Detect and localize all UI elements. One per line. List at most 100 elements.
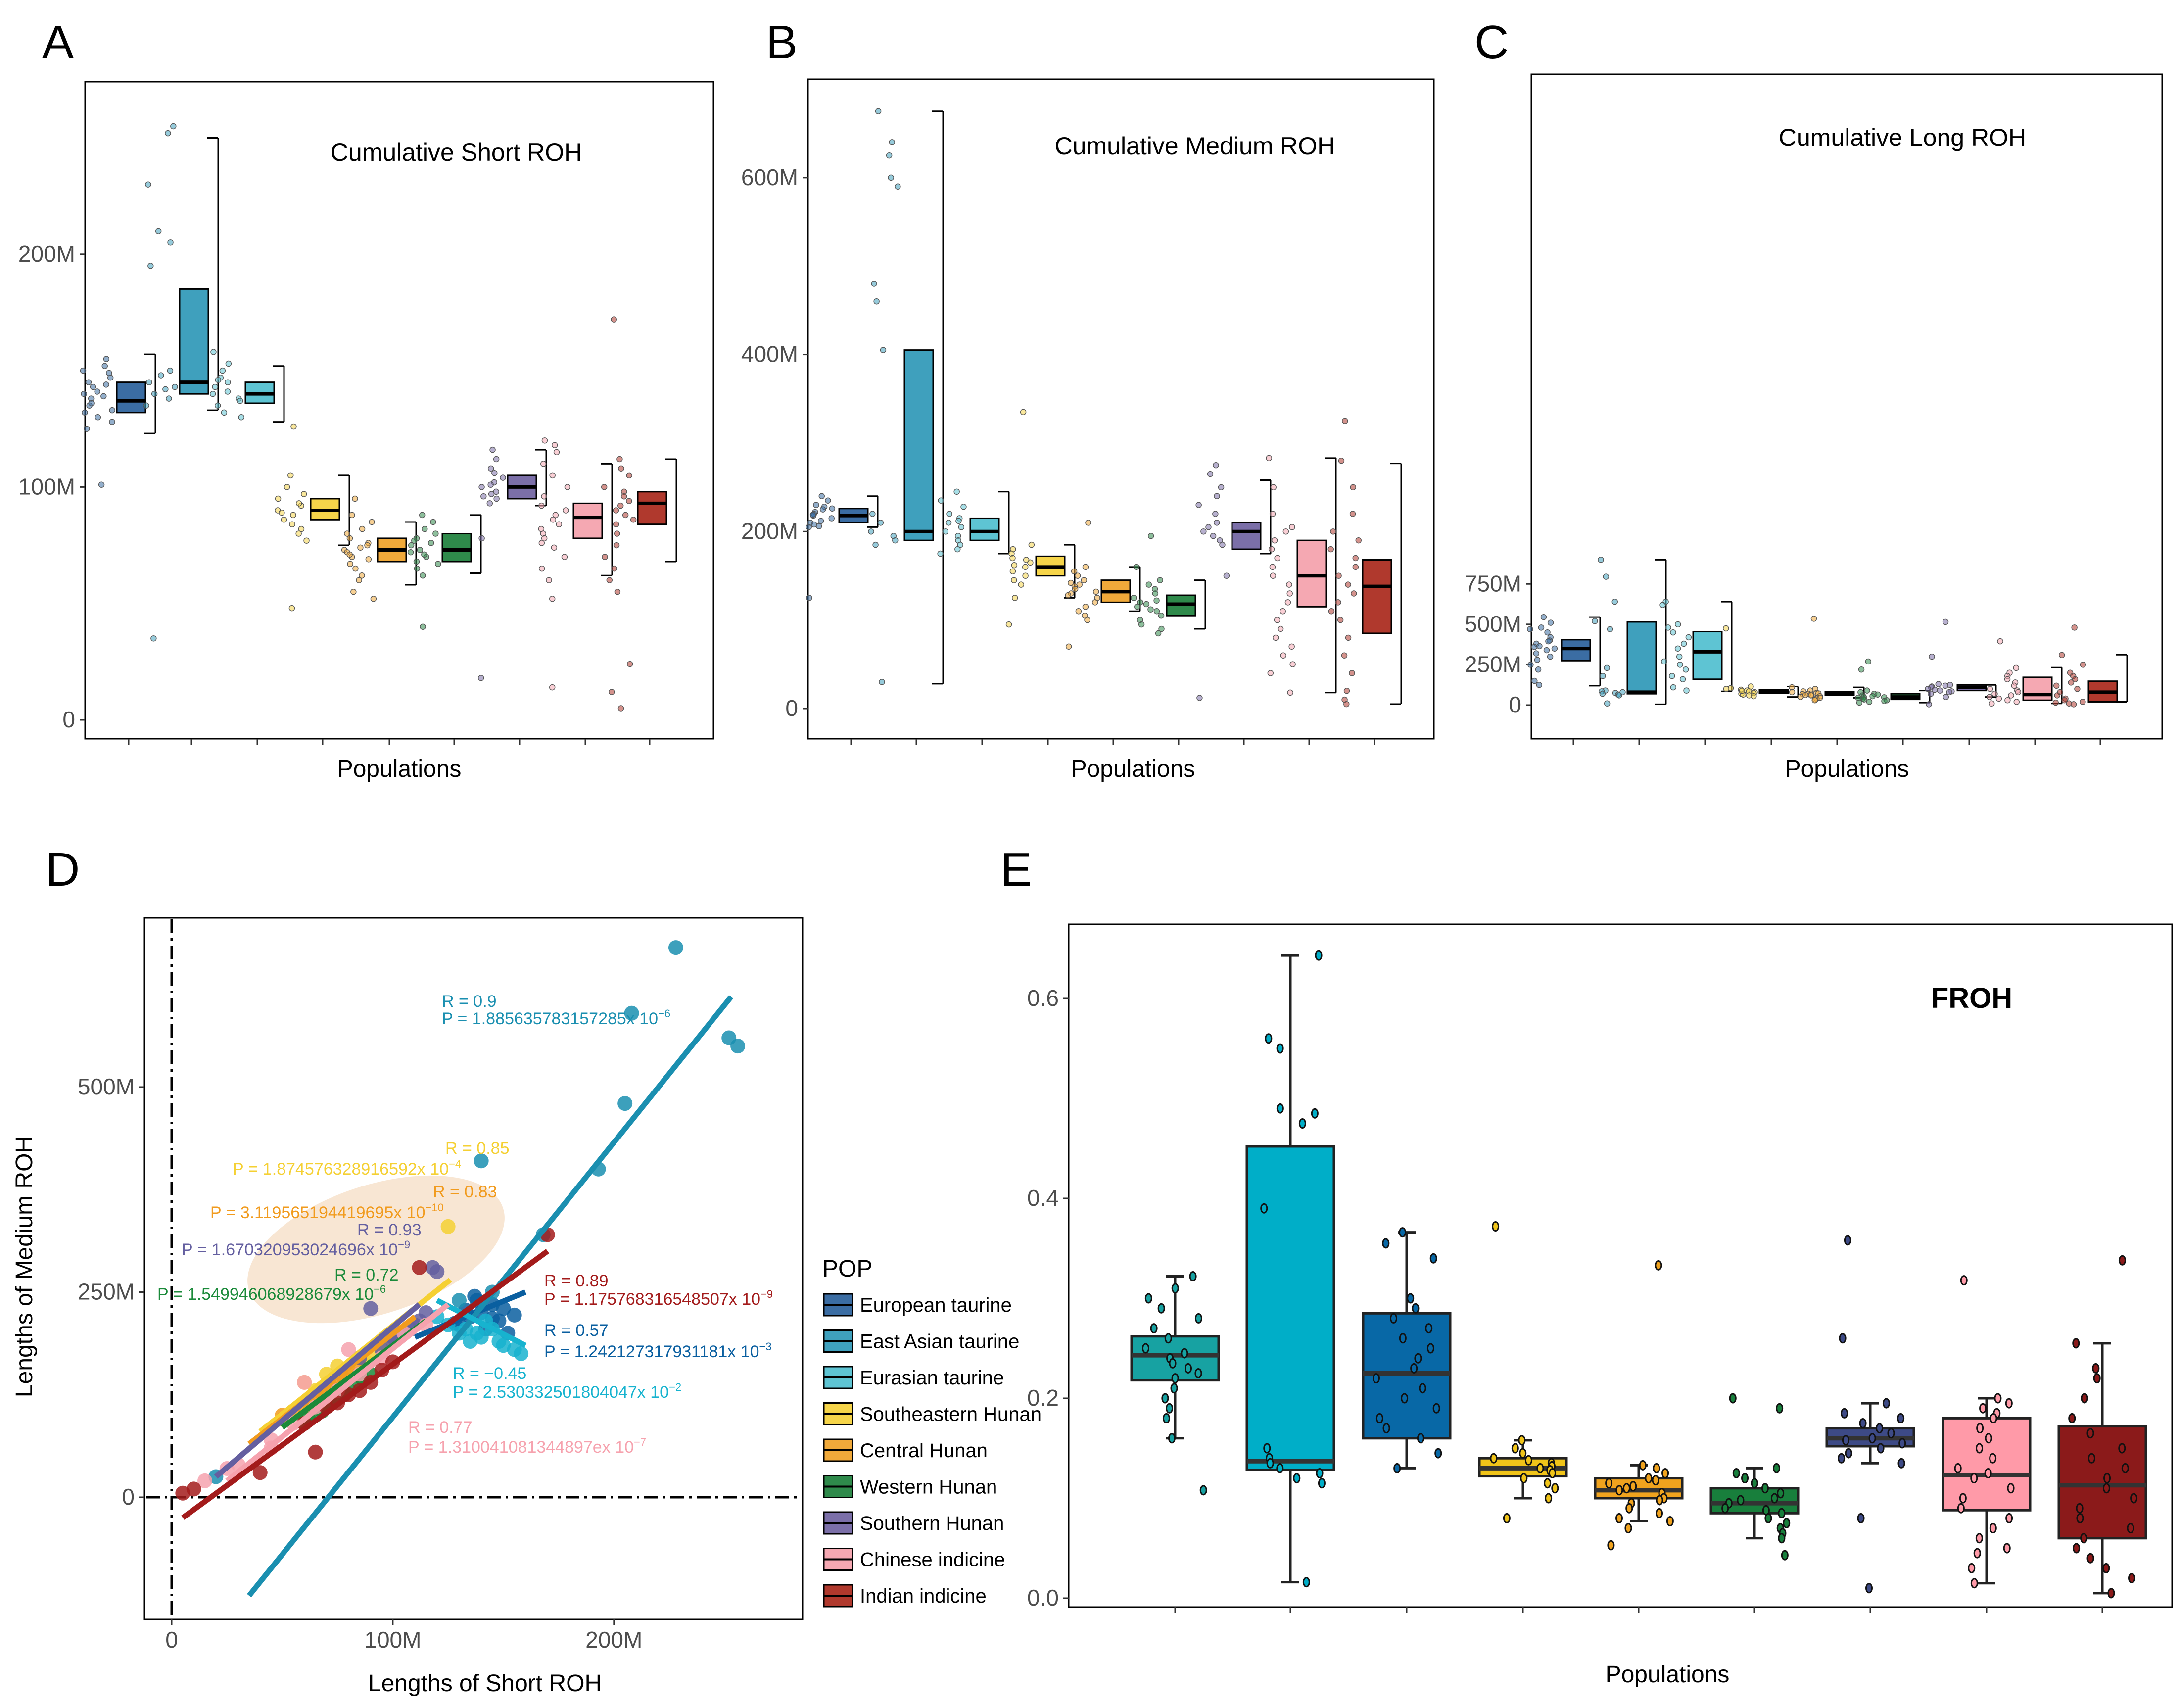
data-point [1194, 1313, 1202, 1324]
data-point [1599, 690, 1606, 697]
data-point [2068, 679, 2075, 686]
panel-label-b: B [766, 16, 798, 69]
data-point [1270, 572, 1277, 579]
data-point [552, 442, 558, 448]
data-point [493, 488, 499, 495]
y-tick-label: 250M [78, 1279, 135, 1305]
data-point [1267, 670, 1274, 676]
data-point [1419, 1383, 1426, 1394]
data-point [1205, 524, 1212, 530]
scatter-point [507, 1307, 522, 1323]
data-point [90, 383, 96, 390]
data-point [1158, 612, 1165, 619]
data-point [1022, 572, 1029, 579]
data-point [162, 386, 169, 392]
data-point [1171, 1373, 1179, 1384]
p-value-label: P = 1.885635783157285x 10−6 [442, 1007, 670, 1028]
data-point [1856, 699, 1863, 706]
data-point [1527, 662, 1534, 668]
data-point [955, 518, 962, 524]
data-point [1659, 602, 1666, 608]
data-point [413, 558, 420, 565]
data-point [614, 530, 620, 537]
data-point [2080, 662, 2086, 668]
p-value-exponent: −3 [759, 1340, 772, 1353]
legend-label: Southern Hunan [860, 1513, 1004, 1534]
data-point [1518, 1435, 1526, 1446]
y-tick-label: 0.6 [1027, 985, 1059, 1011]
data-point [1065, 592, 1071, 599]
data-point [2076, 1503, 2084, 1514]
panel-c-xlabel: Populations [1785, 756, 1909, 782]
data-point [1548, 1468, 1556, 1478]
data-point [2074, 686, 2081, 692]
scatter-point [363, 1301, 379, 1316]
data-point [1789, 689, 1796, 696]
scatter-point [491, 1333, 507, 1349]
data-point [1737, 1495, 1745, 1506]
data-point [2092, 1363, 2100, 1374]
panel-c-frame [1530, 73, 2163, 740]
data-point [1928, 690, 1934, 697]
data-point [491, 470, 498, 476]
data-point [1144, 1293, 1152, 1304]
data-point [147, 263, 154, 269]
data-point [1859, 1418, 1867, 1428]
data-point [1946, 689, 1952, 696]
data-point [281, 517, 287, 523]
data-point [1213, 462, 1219, 469]
data-point [1068, 579, 1074, 586]
p-value-label: P = 1.242127317931181x 10−3 [544, 1340, 772, 1361]
data-point [550, 517, 557, 523]
data-point [486, 500, 493, 507]
data-point [352, 495, 358, 502]
data-point [210, 349, 217, 355]
data-point [1622, 1483, 1630, 1494]
x-tick-label: 100M [364, 1627, 421, 1653]
scatter-point [197, 1473, 213, 1488]
panel-label-c: C [1474, 16, 1509, 69]
data-point [877, 520, 884, 526]
data-point [828, 515, 835, 522]
scatter-point [514, 1346, 529, 1361]
data-point [1997, 638, 2003, 645]
data-point [1669, 673, 1675, 679]
data-point [1168, 1433, 1176, 1444]
data-point [806, 595, 812, 601]
data-point [617, 705, 624, 712]
data-point [221, 409, 228, 416]
data-point [300, 491, 307, 497]
data-point [868, 528, 874, 535]
legend-label: Southeastern Hunan [860, 1404, 1042, 1425]
data-point [1777, 1488, 1785, 1499]
panel-a-marks [80, 123, 677, 712]
data-point [561, 554, 568, 560]
data-point [620, 493, 627, 500]
panel-label-a: A [42, 16, 74, 69]
data-point [420, 623, 426, 630]
data-point [1531, 644, 1538, 650]
data-point [1223, 572, 1230, 579]
data-point [1680, 640, 1687, 647]
data-point [1302, 1577, 1310, 1588]
x-tick-label: 200M [585, 1627, 642, 1653]
data-point [1263, 1443, 1271, 1454]
legend-items: European taurine East Asian taurine Eurasi… [823, 1293, 1042, 1608]
data-point [1607, 1540, 1615, 1551]
data-point [1882, 1398, 1890, 1409]
data-point [1783, 1518, 1791, 1528]
data-point [417, 547, 423, 553]
data-point [538, 565, 545, 572]
data-point [2072, 676, 2079, 682]
data-point [1288, 643, 1295, 650]
data-point [1604, 664, 1610, 671]
data-point [1342, 418, 1348, 424]
data-point [1639, 1460, 1647, 1471]
scatter-point [730, 1039, 746, 1054]
data-point [1887, 1428, 1895, 1439]
data-point [892, 537, 899, 544]
data-point [1195, 502, 1202, 508]
data-point [872, 541, 879, 548]
data-point [613, 521, 619, 527]
data-point [2080, 1533, 2088, 1544]
